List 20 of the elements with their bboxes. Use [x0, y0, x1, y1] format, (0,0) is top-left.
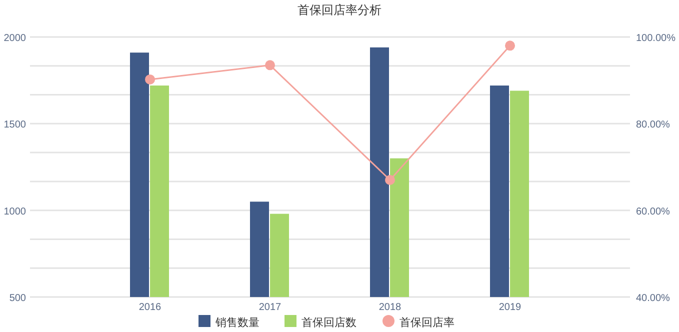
- y2-tick-label: 100.00%: [636, 33, 676, 44]
- y-tick-label: 500: [9, 293, 26, 304]
- x-tick-label: 2016: [138, 302, 162, 313]
- point: [505, 40, 515, 51]
- x-tick-label: 2019: [498, 302, 522, 313]
- y2-tick-label: 60.00%: [636, 206, 670, 218]
- point: [145, 74, 155, 84]
- legend-label: 销售数量: [214, 317, 260, 329]
- point: [265, 60, 275, 70]
- y-tick-label: 2000: [4, 33, 26, 44]
- point: [385, 175, 395, 185]
- legend-label: 首保回店数: [302, 316, 356, 329]
- chart-title: 首保回店率分析: [298, 3, 382, 17]
- y2-tick-label: 80.00%: [636, 120, 670, 131]
- x-tick-label: 2018: [378, 302, 402, 313]
- y-tick-label: 1000: [4, 206, 26, 218]
- y2-tick-label: 40.00%: [636, 293, 670, 304]
- y-tick-label: 1500: [4, 120, 26, 131]
- x-tick-label: 2017: [258, 302, 282, 313]
- legend-label: 首保回店率: [400, 316, 454, 329]
